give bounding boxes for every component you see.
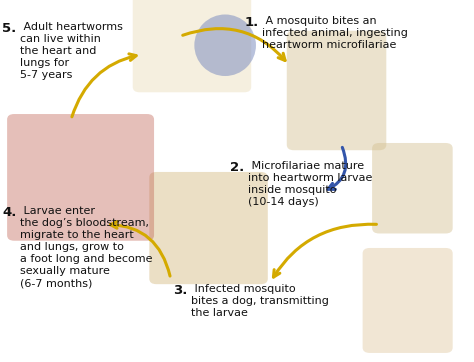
Text: A mosquito bites an
infected animal, ingesting
heartworm microfilariae: A mosquito bites an infected animal, ing…	[262, 16, 408, 50]
FancyBboxPatch shape	[7, 114, 154, 241]
Text: Larvae enter
the dog’s bloodstream,
migrate to the heart
and lungs, grow to
a fo: Larvae enter the dog’s bloodstream, migr…	[20, 206, 153, 289]
Text: 4.: 4.	[2, 206, 17, 219]
FancyBboxPatch shape	[149, 172, 268, 284]
Text: Adult heartworms
can live within
the heart and
lungs for
5-7 years: Adult heartworms can live within the hea…	[20, 22, 123, 80]
Ellipse shape	[194, 14, 256, 76]
Text: Microfilariae mature
into heartworm larvae
inside mosquito
(10-14 days): Microfilariae mature into heartworm larv…	[248, 161, 372, 207]
Text: 1.: 1.	[244, 16, 258, 29]
FancyBboxPatch shape	[133, 0, 251, 92]
Text: 3.: 3.	[173, 284, 187, 297]
FancyBboxPatch shape	[372, 143, 453, 233]
Text: 2.: 2.	[230, 161, 244, 174]
FancyBboxPatch shape	[363, 248, 453, 353]
FancyBboxPatch shape	[287, 31, 386, 150]
Text: 5.: 5.	[2, 22, 17, 35]
Text: Infected mosquito
bites a dog, transmitting
the larvae: Infected mosquito bites a dog, transmitt…	[191, 284, 329, 318]
